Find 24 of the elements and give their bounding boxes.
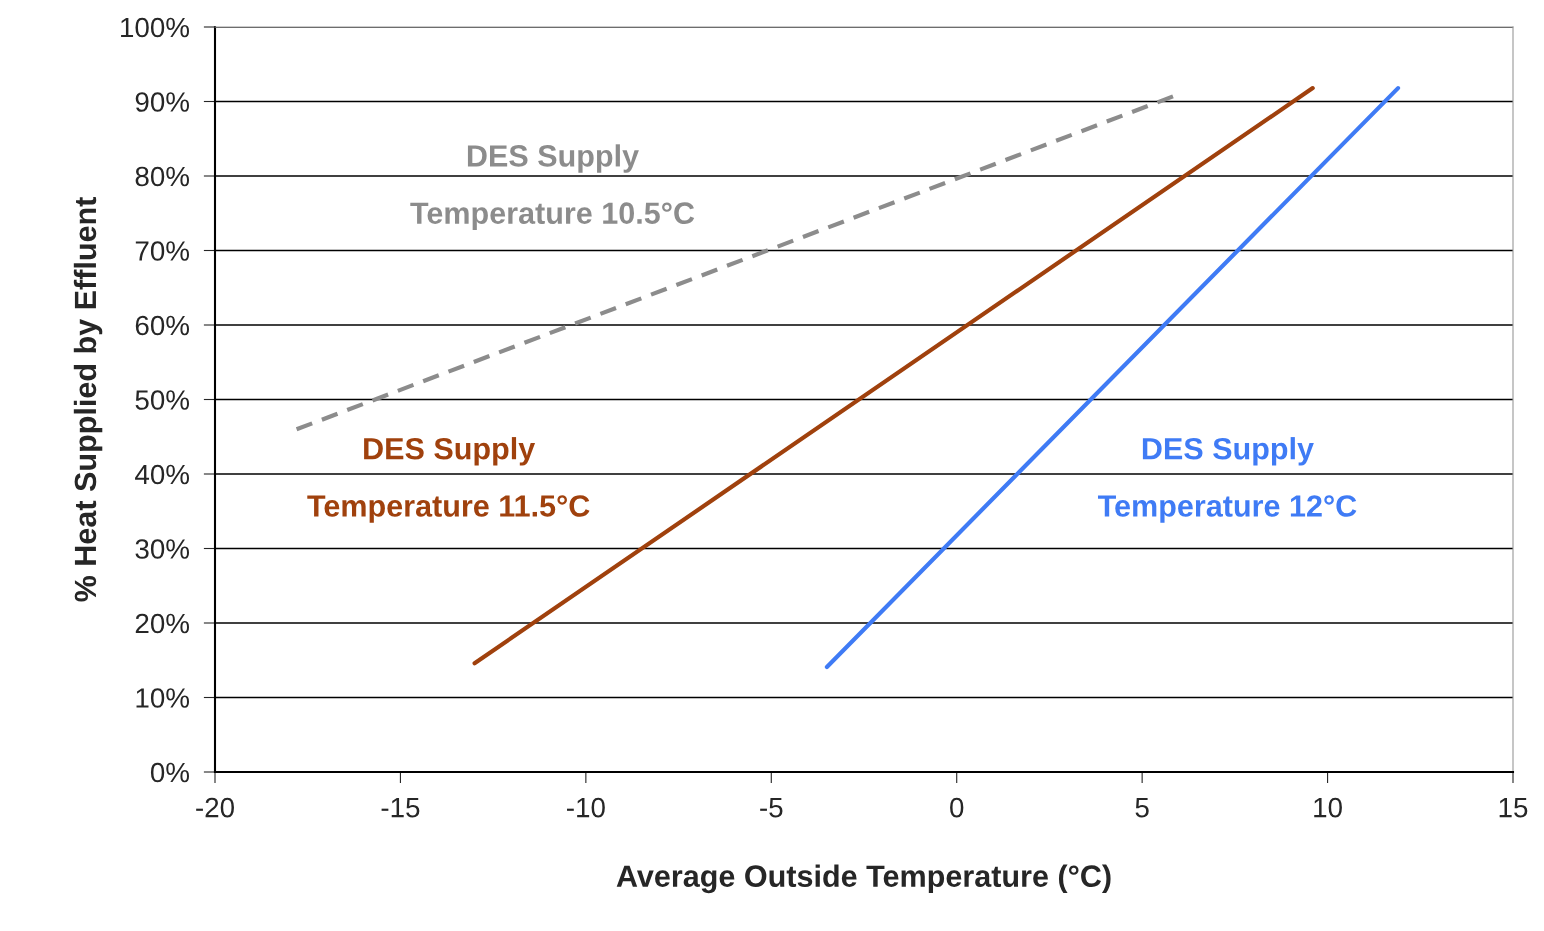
series-label: DES Supply Temperature 11.5°C — [307, 437, 590, 523]
series-label: DES Supply Temperature 10.5°C — [410, 144, 695, 231]
y-tick-label: 30% — [135, 539, 190, 559]
y-tick-label: 100% — [121, 17, 190, 38]
x-tick-label: -5 — [760, 798, 783, 818]
y-tick-label: 10% — [136, 688, 190, 708]
y-tick-label: 80% — [135, 166, 190, 187]
x-tick-label: -20 — [196, 797, 234, 818]
y-axis-title: % Heat Supplied by Effluent — [73, 196, 103, 602]
y-tick-label: 0% — [150, 762, 190, 783]
x-tick-label: 0 — [950, 797, 964, 818]
y-tick-label: 70% — [135, 241, 190, 261]
x-tick-label: -15 — [381, 798, 420, 818]
y-tick-label: 60% — [135, 315, 190, 336]
y-tick-label: 40% — [135, 464, 190, 485]
x-tick-label: 10 — [1314, 797, 1342, 818]
x-tick-label: 15 — [1499, 798, 1528, 818]
y-tick-label: 20% — [135, 613, 190, 634]
x-axis-title: Average Outside Temperature (°C) — [616, 864, 1111, 894]
x-tick-label: 5 — [1135, 798, 1149, 818]
series-label: DES Supply Temperature 12°C — [1097, 437, 1357, 523]
y-tick-label: 90% — [135, 92, 190, 112]
x-tick-label: -10 — [567, 797, 605, 818]
y-tick-label: 50% — [135, 390, 190, 410]
